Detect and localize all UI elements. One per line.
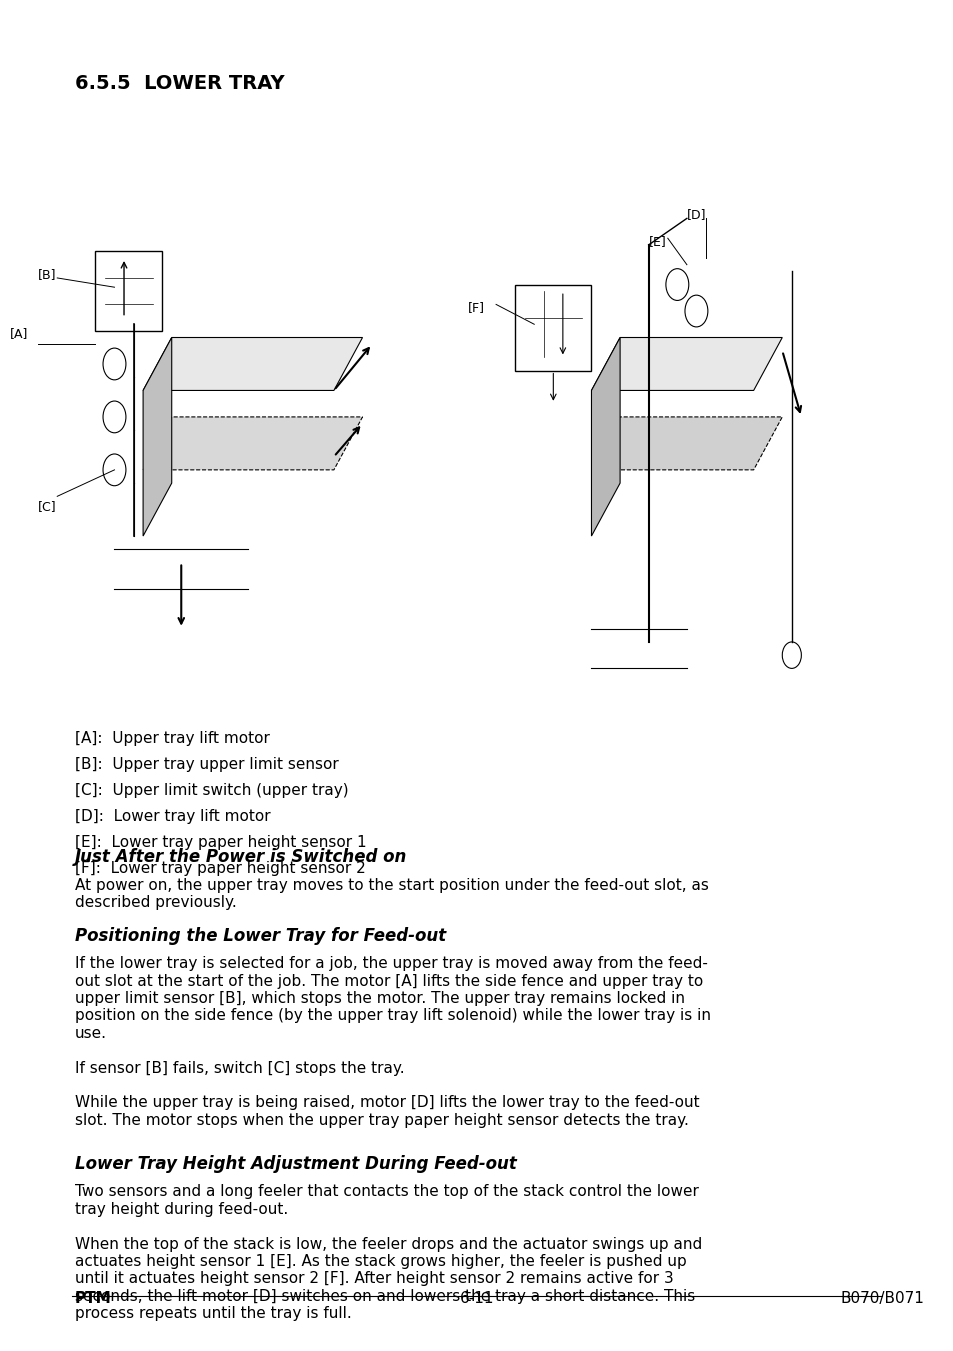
Text: If the lower tray is selected for a job, the upper tray is moved away from the f: If the lower tray is selected for a job,… xyxy=(75,957,710,1128)
Text: Two sensors and a long feeler that contacts the top of the stack control the low: Two sensors and a long feeler that conta… xyxy=(75,1185,701,1321)
Text: [B]:  Upper tray upper limit sensor: [B]: Upper tray upper limit sensor xyxy=(75,757,338,771)
Bar xyxy=(515,285,591,370)
Text: [D]: [D] xyxy=(686,208,705,222)
Text: Lower Tray Height Adjustment During Feed-out: Lower Tray Height Adjustment During Feed… xyxy=(75,1155,517,1173)
Text: [A]:  Upper tray lift motor: [A]: Upper tray lift motor xyxy=(75,731,270,746)
Polygon shape xyxy=(143,338,362,390)
Text: [E]: [E] xyxy=(648,235,666,247)
Polygon shape xyxy=(591,338,781,390)
Text: Positioning the Lower Tray for Feed-out: Positioning the Lower Tray for Feed-out xyxy=(75,927,446,944)
Polygon shape xyxy=(591,338,619,536)
Text: B070/B071: B070/B071 xyxy=(840,1292,923,1306)
Text: [F]: [F] xyxy=(467,301,484,313)
Text: [B]: [B] xyxy=(38,267,56,281)
Text: [D]:  Lower tray lift motor: [D]: Lower tray lift motor xyxy=(75,809,271,824)
Bar xyxy=(95,251,162,331)
Polygon shape xyxy=(143,417,362,470)
Polygon shape xyxy=(143,338,172,536)
Text: At power on, the upper tray moves to the start position under the feed-out slot,: At power on, the upper tray moves to the… xyxy=(75,878,708,911)
Text: [C]:  Upper limit switch (upper tray): [C]: Upper limit switch (upper tray) xyxy=(75,782,348,797)
Text: [C]: [C] xyxy=(38,500,57,512)
Text: [E]:  Lower tray paper height sensor 1: [E]: Lower tray paper height sensor 1 xyxy=(75,835,366,850)
Text: Just After the Power is Switched on: Just After the Power is Switched on xyxy=(75,848,407,866)
Text: PTM: PTM xyxy=(75,1292,112,1306)
Polygon shape xyxy=(591,417,781,470)
Text: 6.5.5  LOWER TRAY: 6.5.5 LOWER TRAY xyxy=(75,74,284,93)
Text: [A]: [A] xyxy=(10,327,28,340)
Text: [F]:  Lower tray paper height sensor 2: [F]: Lower tray paper height sensor 2 xyxy=(75,861,365,875)
Text: 6-11: 6-11 xyxy=(459,1292,494,1306)
